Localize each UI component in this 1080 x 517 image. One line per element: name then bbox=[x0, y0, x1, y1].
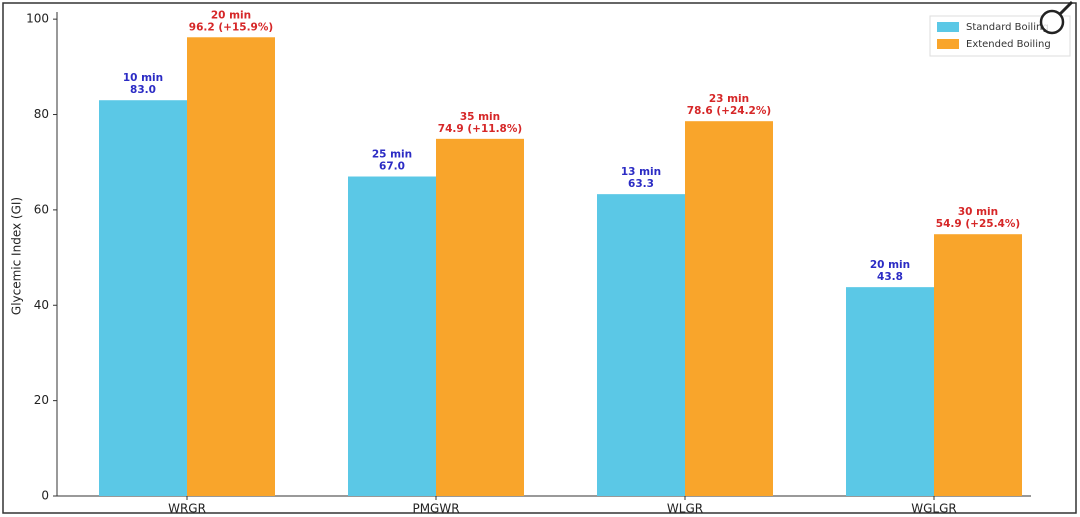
legend-label: Extended Boiling bbox=[966, 39, 1051, 50]
bar bbox=[348, 176, 436, 496]
duration-label: 35 min bbox=[460, 111, 500, 123]
duration-label: 20 min bbox=[870, 259, 910, 271]
bar bbox=[187, 37, 275, 496]
duration-label: 30 min bbox=[958, 206, 998, 218]
value-label: 54.9 (+25.4%) bbox=[936, 218, 1020, 230]
y-axis-label: Glycemic Index (GI) bbox=[10, 197, 24, 315]
legend-label: Standard Boiling bbox=[966, 22, 1049, 33]
x-tick-label: PMGWR bbox=[412, 502, 459, 516]
value-label: 96.2 (+15.9%) bbox=[189, 21, 273, 33]
duration-label: 10 min bbox=[123, 72, 163, 84]
x-tick-label: WGLGR bbox=[911, 502, 957, 516]
magnifier-icon bbox=[1039, 0, 1074, 35]
y-tick-label: 60 bbox=[34, 202, 49, 216]
bar bbox=[846, 287, 934, 496]
legend-swatch bbox=[937, 22, 959, 32]
bar bbox=[685, 121, 773, 496]
y-tick-label: 100 bbox=[26, 12, 49, 26]
bar bbox=[934, 234, 1022, 497]
duration-label: 20 min bbox=[211, 9, 251, 21]
value-label: 78.6 (+24.2%) bbox=[687, 105, 771, 117]
duration-label: 23 min bbox=[709, 93, 749, 105]
value-label: 74.9 (+11.8%) bbox=[438, 123, 522, 135]
value-label: 63.3 bbox=[628, 178, 654, 190]
bar bbox=[597, 194, 685, 496]
duration-label: 25 min bbox=[372, 149, 412, 161]
x-tick-label: WRGR bbox=[168, 502, 206, 516]
y-tick-label: 0 bbox=[41, 489, 49, 503]
value-label: 67.0 bbox=[379, 161, 405, 173]
x-tick-label: WLGR bbox=[667, 502, 703, 516]
y-tick-label: 20 bbox=[34, 393, 49, 407]
value-label: 83.0 bbox=[130, 84, 156, 96]
value-label: 43.8 bbox=[877, 271, 903, 283]
y-tick-label: 80 bbox=[34, 107, 49, 121]
duration-label: 13 min bbox=[621, 166, 661, 178]
y-tick-label: 40 bbox=[34, 298, 49, 312]
bar bbox=[436, 138, 524, 497]
legend-swatch bbox=[937, 39, 959, 49]
bar bbox=[99, 100, 187, 497]
